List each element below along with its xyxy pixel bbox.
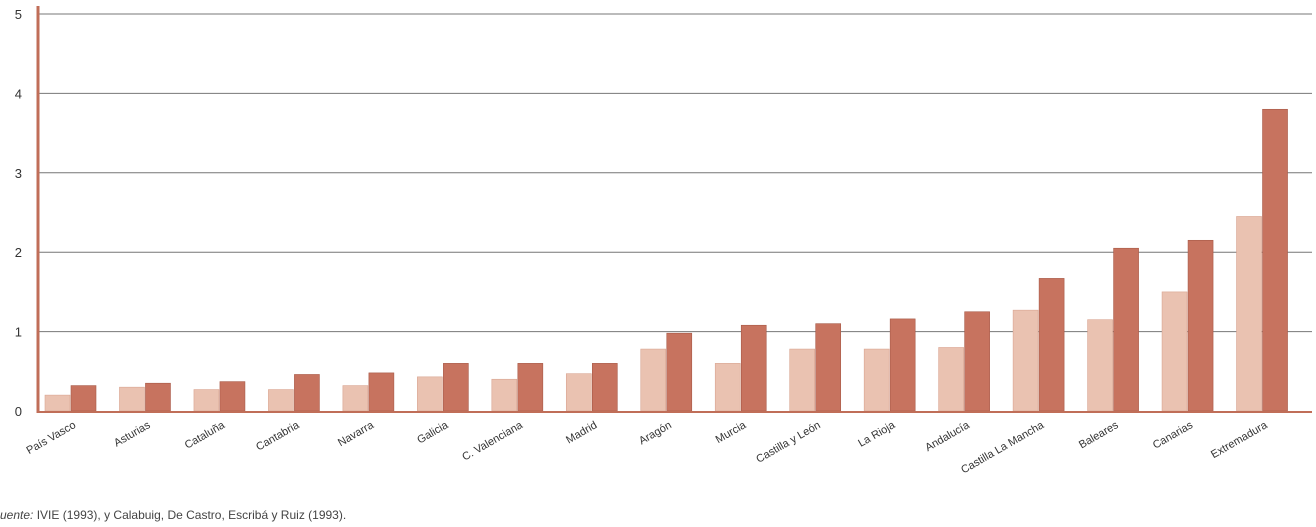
bar-series1-10 (789, 348, 816, 412)
source-label: uente: (0, 508, 34, 522)
bar-series2-10 (815, 323, 842, 412)
bar-series2-15 (1187, 239, 1214, 412)
bar-series1-4 (342, 385, 369, 412)
bar-series1-7 (565, 373, 592, 412)
y-tick-label-1: 1 (15, 325, 22, 340)
x-tick-label-9: Murcia (714, 419, 749, 446)
bar-series1-6 (491, 378, 518, 412)
x-tick-label-6: C. Valenciana (460, 419, 525, 464)
x-tick-label-12: Andalucía (923, 419, 972, 454)
bar-series1-16 (1236, 216, 1262, 412)
bar-series1-9 (714, 363, 741, 412)
y-tick-label-0: 0 (15, 404, 22, 419)
x-tick-label-4: Navarra (336, 419, 377, 449)
bars (44, 108, 1288, 412)
bar-series1-8 (640, 348, 667, 412)
source-note: uente: IVIE (1993), y Calabuig, De Castr… (0, 508, 346, 522)
y-tick-label-5: 5 (15, 7, 22, 22)
x-tick-label-13: Castilla La Mancha (959, 419, 1047, 477)
bar-series2-8 (666, 332, 693, 412)
x-axis-ticks: País Vasco Asturias Cataluña Cantabria Navar… (25, 419, 1271, 477)
x-tick-label-2: Cataluña (183, 419, 228, 452)
bar-series2-5 (443, 363, 469, 412)
bar-series1-1 (119, 386, 145, 412)
bar-series2-9 (740, 324, 767, 412)
x-tick-label-8: Aragón (637, 419, 674, 447)
x-tick-label-0: País Vasco (25, 419, 78, 457)
bar-series1-0 (44, 394, 71, 412)
x-tick-label-11: La Rioja (856, 419, 898, 450)
bar-series1-13 (1012, 309, 1039, 412)
axes (36, 6, 1312, 413)
bar-series1-11 (863, 348, 890, 412)
source-text: IVIE (1993), y Calabuig, De Castro, Escr… (33, 508, 347, 522)
bar-series1-15 (1161, 291, 1188, 412)
bar-series2-4 (368, 372, 395, 412)
x-tick-label-16: Extremadura (1209, 419, 1270, 461)
y-tick-label-2: 2 (15, 245, 22, 260)
bar-series2-0 (70, 385, 97, 412)
bar-series1-12 (938, 347, 964, 412)
bar-series2-13 (1038, 278, 1065, 412)
bar-series2-12 (964, 311, 990, 412)
bar-series1-2 (193, 389, 220, 412)
bar-series1-14 (1087, 319, 1113, 412)
x-tick-label-1: Asturias (112, 419, 153, 450)
y-tick-label-3: 3 (15, 166, 22, 181)
bar-series1-3 (268, 389, 294, 412)
bar-series2-3 (294, 374, 320, 412)
x-tick-label-14: Baleares (1077, 419, 1121, 451)
bar-series1-5 (417, 376, 443, 412)
y-axis-ticks: 0 1 2 3 4 5 (15, 7, 22, 419)
bar-series2-14 (1113, 247, 1139, 412)
bar-series2-6 (517, 363, 544, 412)
bar-series2-11 (889, 318, 916, 412)
bar-series2-16 (1262, 108, 1288, 412)
bar-series2-2 (219, 381, 246, 412)
bar-series2-1 (145, 382, 171, 412)
x-tick-label-10: Castilla y León (754, 419, 822, 465)
x-tick-label-15: Canarias (1151, 419, 1196, 452)
bar-series2-7 (591, 363, 618, 412)
x-tick-label-5: Galicia (415, 419, 451, 447)
x-tick-label-7: Madrid (564, 419, 599, 446)
y-tick-label-4: 4 (15, 86, 22, 101)
x-tick-label-3: Cantabria (254, 419, 302, 454)
